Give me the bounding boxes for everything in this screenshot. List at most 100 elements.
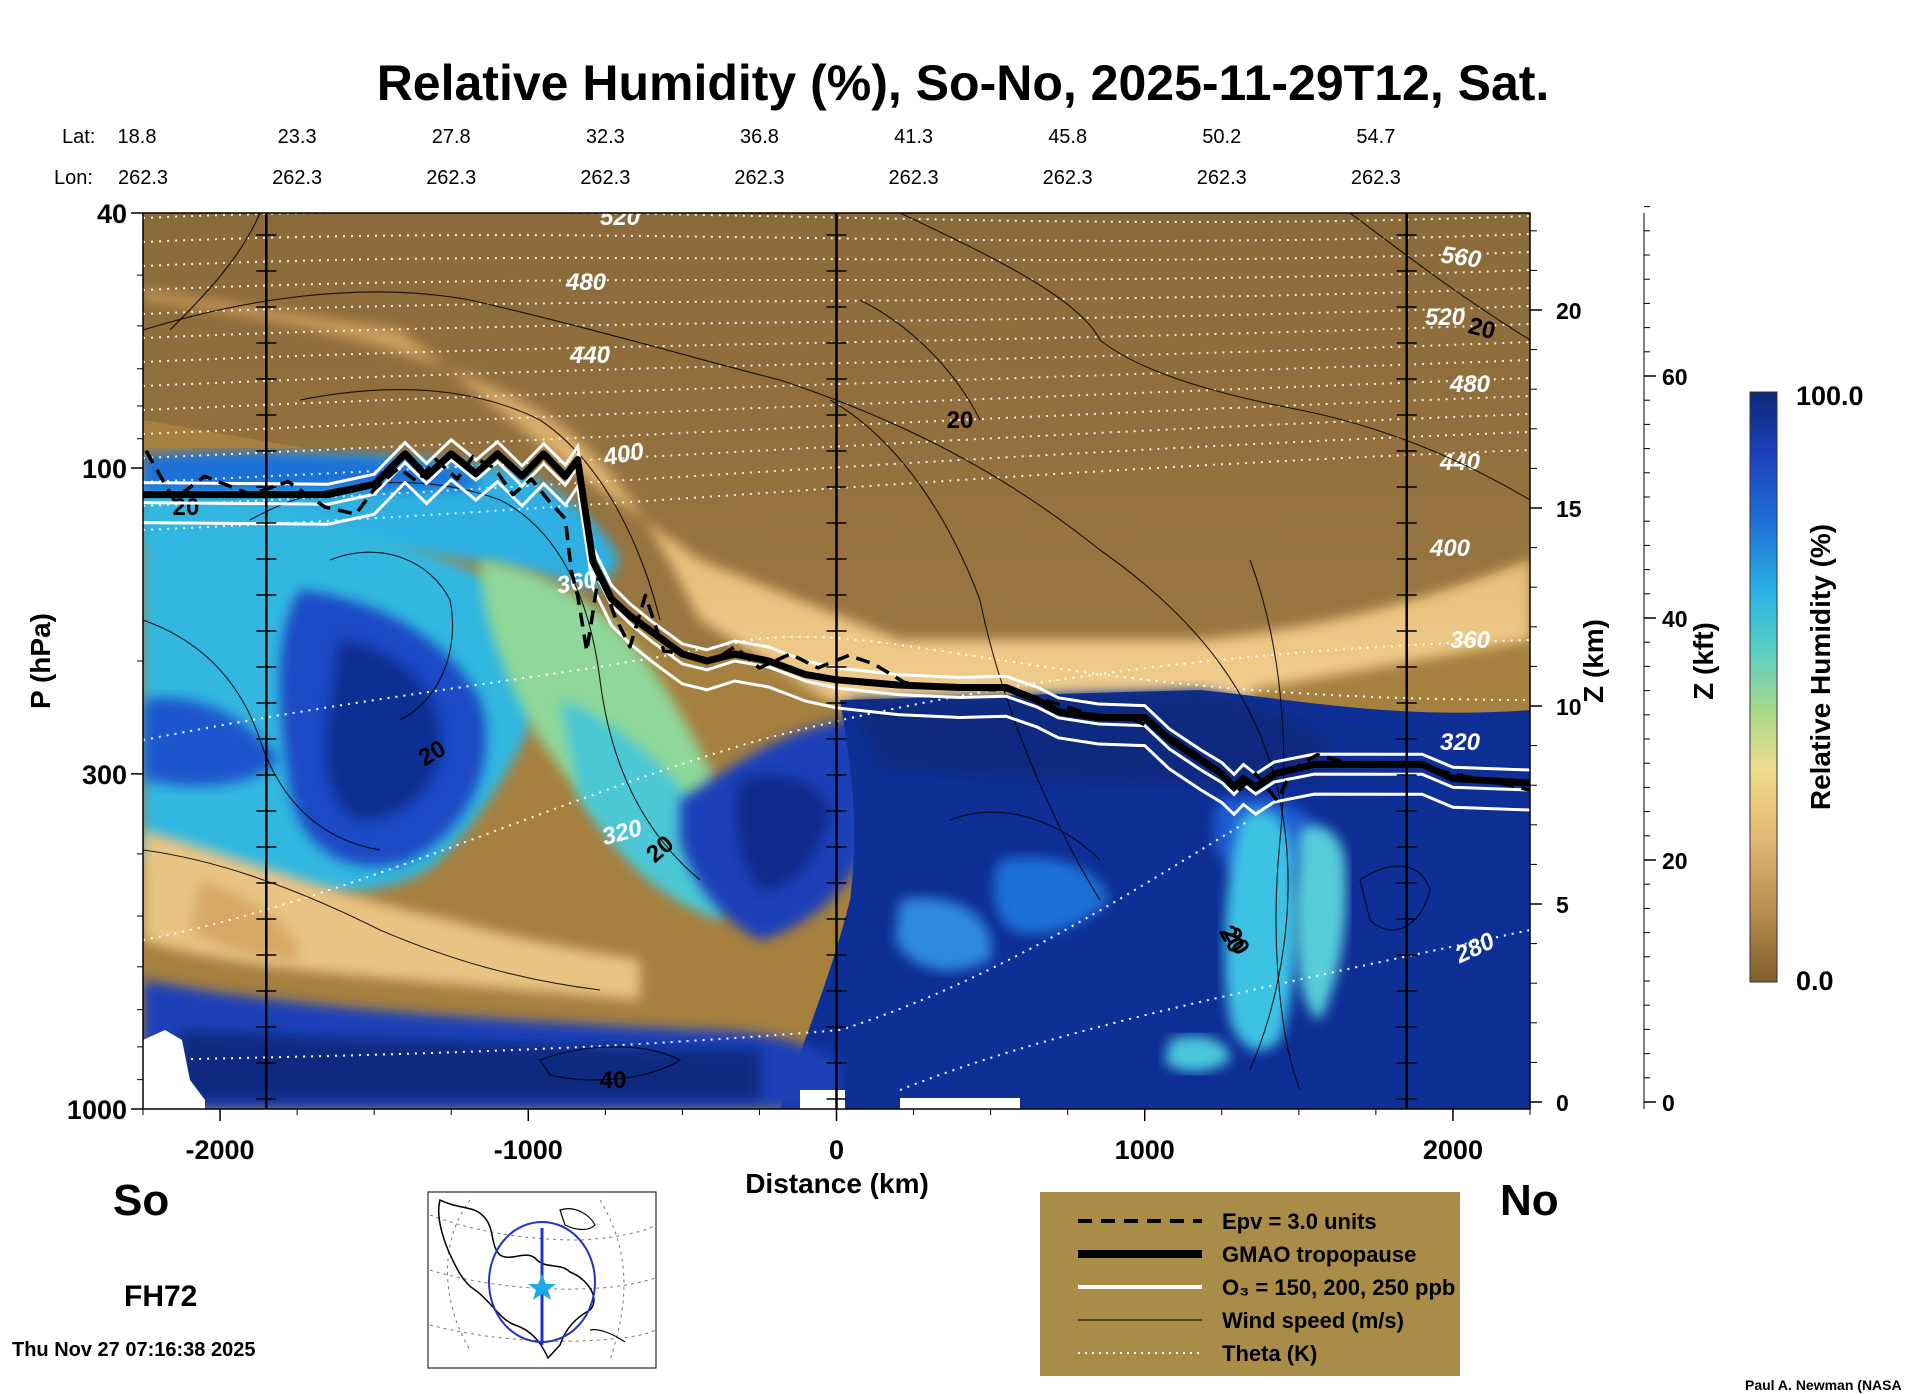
theta-contour [143,639,1530,941]
x-tick-label: 2000 [1423,1135,1483,1165]
wind-speed-contour [859,299,981,421]
vertical-markers [256,213,1417,1109]
theta-label: 560 [1439,241,1483,273]
credit: Paul A. Newman (NASA [1745,1377,1902,1393]
lon-value: 262.3 [1197,167,1247,189]
wind-speed-contour [329,551,454,721]
wind-speed-contour [829,399,1101,901]
z-km-axis: 0 5 10 15 20 [1529,213,1582,1116]
lat-value: 27.8 [432,126,471,148]
wind-speed-contour [1359,865,1431,931]
theta-label: 520 [600,204,641,231]
x-axis-label: Distance (km) [745,1168,929,1199]
lat-value: 45.8 [1048,126,1087,148]
wind-speed-contour [299,389,661,621]
y-axis-label: P (hPa) [25,613,56,709]
lon-value: 262.3 [889,167,939,189]
epv-line [144,449,1530,803]
chart-title: Relative Humidity (%), So-No, 2025-11-29… [377,55,1550,111]
colorbar-max-label: 100.0 [1796,381,1864,411]
theta-contour [143,431,1530,507]
chart-series [143,449,1530,803]
north-label: No [1500,1176,1559,1225]
wind-speed-contour [949,811,1101,861]
wind-speed-contour [1349,213,1530,341]
lat-value: 50.2 [1202,126,1241,148]
lon-value: 262.3 [580,167,630,189]
wind-speed-contour [143,849,601,991]
theta-contour [143,233,1530,243]
forecast-hour: FH72 [124,1280,197,1313]
z-km-label: Z (km) [1578,619,1609,703]
wind-speed-contour [1249,559,1301,1091]
z-km-tick-label: 10 [1556,694,1582,720]
colorbar-min-label: 0.0 [1796,966,1834,996]
x-tick-label: 0 [829,1135,844,1165]
z-kft-tick-label: 40 [1662,606,1688,632]
theta-contour [143,305,1530,339]
wind-speed-label: 20 [947,407,974,434]
wind-speed-contour [169,213,261,331]
theta-contour [143,377,1530,435]
theta-label: 520 [1425,304,1466,331]
theta-label: 480 [1449,371,1491,398]
legend-label: Epv = 3.0 units [1222,1209,1377,1234]
theta-label: 480 [565,269,607,296]
theta-label: 360 [1450,627,1491,654]
z-kft-tick-label: 60 [1662,364,1688,390]
theta-label: 320 [1440,729,1481,756]
theta-contour [143,269,1530,291]
lat-row-label: Lat: [62,126,95,148]
lon-value: 262.3 [118,167,168,189]
lon-value: 262.3 [272,167,322,189]
theta-contour [143,395,1530,459]
lat-value: 32.3 [586,126,625,148]
z-km-tick-label: 15 [1556,496,1582,522]
wind-speed-label: 20 [173,494,200,521]
lon-value: 262.3 [1351,167,1401,189]
colorbar-title: Relative Humidity (%) [1805,524,1836,810]
p-tick-label: 100 [82,454,127,484]
wind-speed-contour [539,1046,682,1081]
p-tick-label: 1000 [67,1095,127,1125]
p-tick-label: 40 [97,199,127,229]
legend-label: Theta (K) [1222,1341,1317,1366]
lon-value: 262.3 [426,167,476,189]
theta-contour [143,413,1530,483]
lat-value: 18.8 [118,126,157,148]
theta-contour [143,323,1530,363]
ozone-contour [143,477,1530,817]
lat-value: 23.3 [278,126,317,148]
legend-label: O₃ = 150, 200, 250 ppb [1222,1275,1455,1300]
lon-value: 262.3 [734,167,784,189]
lon-value: 262.3 [1043,167,1093,189]
z-km-tick-label: 20 [1556,298,1582,324]
legend-label: GMAO tropopause [1222,1242,1416,1267]
theta-contour [143,635,1530,741]
z-kft-label: Z (kft) [1688,622,1719,700]
wind-speed-contour [899,213,1530,501]
z-kft-axis: 0 20 40 60 [1643,206,1688,1116]
lat-value: 36.8 [740,126,779,148]
lat-value: 54.7 [1356,126,1395,148]
inset-map [427,1191,657,1369]
lat-lon-header: 18.8 262.3 23.3 262.3 27.8 262.3 32.3 262.3 36.8… [118,126,1401,189]
z-km-tick-label: 5 [1556,892,1569,918]
legend: Epv = 3.0 units GMAO tropopause O₃ = 150, … [1040,1192,1460,1376]
p-tick-label: 300 [82,760,127,790]
theta-contour [143,287,1530,315]
wind-speed-contour [143,619,381,851]
theta-label: 400 [1429,535,1471,562]
z-kft-tick-label: 20 [1662,848,1688,874]
theta-label: 440 [569,342,611,369]
theta-contour [143,341,1530,387]
colorbar: 100.0 0.0 Relative Humidity (%) [1749,381,1864,996]
legend-label: Wind speed (m/s) [1222,1308,1404,1333]
x-tick-label: 1000 [1115,1135,1175,1165]
lon-row-label: Lon: [54,167,93,189]
lat-value: 41.3 [894,126,933,148]
z-kft-tick-label: 0 [1662,1090,1675,1116]
pressure-axis: 40 100 300 1000 [67,199,143,1125]
x-axis: -2000 -1000 0 1000 2000 [142,1109,1531,1165]
